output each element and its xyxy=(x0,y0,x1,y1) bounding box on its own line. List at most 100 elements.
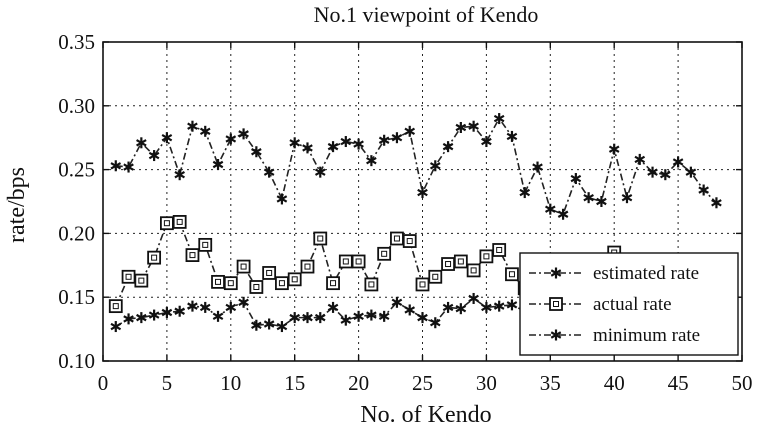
data-point xyxy=(506,130,518,142)
data-point xyxy=(391,296,403,308)
legend-item: estimated rate xyxy=(529,263,699,284)
y-tick-label: 0.10 xyxy=(58,349,95,373)
data-point xyxy=(236,259,251,274)
data-point xyxy=(275,276,289,291)
data-point xyxy=(300,259,315,274)
y-tick-label: 0.15 xyxy=(58,285,95,309)
data-point xyxy=(468,120,479,132)
legend-marker xyxy=(550,329,562,341)
series-line xyxy=(115,117,718,216)
data-point xyxy=(442,141,454,153)
data-point xyxy=(404,125,416,137)
data-point xyxy=(276,321,288,333)
x-tick-label: 5 xyxy=(162,371,173,395)
data-point xyxy=(123,313,134,325)
data-point xyxy=(187,120,198,132)
data-point xyxy=(493,113,505,125)
data-point xyxy=(172,215,187,229)
data-point xyxy=(263,166,275,178)
data-point xyxy=(199,301,211,313)
data-point xyxy=(340,314,352,326)
data-point xyxy=(212,310,224,322)
data-point xyxy=(505,267,519,282)
data-point xyxy=(453,254,468,269)
data-point xyxy=(353,138,364,150)
data-point xyxy=(161,132,173,144)
data-point xyxy=(314,312,326,324)
x-axis-label: No. of Kendo xyxy=(360,402,491,428)
legend-label: actual rate xyxy=(593,294,672,315)
data-point xyxy=(340,136,352,148)
data-point xyxy=(238,128,249,140)
data-point xyxy=(519,187,531,199)
data-point xyxy=(134,273,149,288)
legend-item: actual rate xyxy=(529,294,672,315)
data-point xyxy=(108,299,123,314)
data-point xyxy=(211,274,225,289)
data-point xyxy=(302,312,313,324)
data-point xyxy=(608,143,620,155)
data-point xyxy=(174,169,185,181)
data-point xyxy=(415,277,430,292)
data-point xyxy=(223,276,238,291)
data-point xyxy=(353,310,364,322)
data-point xyxy=(492,243,507,257)
data-point xyxy=(544,203,556,215)
legend: estimated rate actual rate minimum rate xyxy=(519,252,739,356)
data-point xyxy=(251,146,262,158)
data-point xyxy=(159,216,174,231)
data-point xyxy=(493,300,505,312)
data-point xyxy=(506,299,518,311)
data-point xyxy=(251,319,262,331)
data-point xyxy=(121,269,136,284)
y-tick-label: 0.20 xyxy=(58,221,95,245)
data-point xyxy=(377,246,392,261)
data-point xyxy=(161,307,173,319)
data-point xyxy=(289,312,301,324)
data-point xyxy=(136,312,147,324)
data-point xyxy=(532,161,543,173)
legend-marker xyxy=(549,297,563,311)
x-tick-label: 50 xyxy=(732,371,753,395)
data-point xyxy=(481,136,492,148)
data-point xyxy=(174,305,185,317)
data-point xyxy=(596,196,607,207)
data-point xyxy=(110,321,122,333)
axis-ticks: 0 5 10 15 20 25 30 35 40 45 50 0.10 0.15 0.20 0.25 0.30… xyxy=(58,30,752,395)
data-point xyxy=(391,132,403,144)
data-point xyxy=(442,301,454,313)
chart-title: No.1 viewpoint of Kendo xyxy=(314,2,539,27)
x-tick-label: 35 xyxy=(540,371,561,395)
legend-label: estimated rate xyxy=(593,263,699,284)
data-point xyxy=(185,248,200,262)
data-point xyxy=(441,257,455,271)
data-point xyxy=(366,155,377,167)
y-tick-label: 0.30 xyxy=(58,94,95,118)
data-point xyxy=(685,166,697,178)
data-point xyxy=(225,301,237,313)
legend-label: minimum rate xyxy=(593,325,700,346)
data-point xyxy=(313,231,328,246)
data-point xyxy=(262,266,277,280)
y-axis-label: rate/bps xyxy=(4,167,30,243)
data-point xyxy=(351,254,366,269)
data-point xyxy=(583,192,594,204)
data-point xyxy=(417,312,428,324)
y-tick-label: 0.35 xyxy=(58,30,95,54)
data-point xyxy=(187,300,198,312)
data-point xyxy=(428,269,443,284)
data-point xyxy=(326,276,340,291)
data-point xyxy=(110,160,122,172)
data-point xyxy=(378,134,390,146)
data-point xyxy=(479,249,494,264)
legend-item: minimum rate xyxy=(529,325,700,346)
data-point xyxy=(199,125,211,137)
x-tick-label: 45 xyxy=(668,371,689,395)
data-point xyxy=(212,158,224,170)
data-point xyxy=(327,301,339,313)
data-point xyxy=(660,169,671,181)
data-point xyxy=(287,272,302,287)
data-point xyxy=(672,156,684,168)
data-point xyxy=(302,142,313,154)
